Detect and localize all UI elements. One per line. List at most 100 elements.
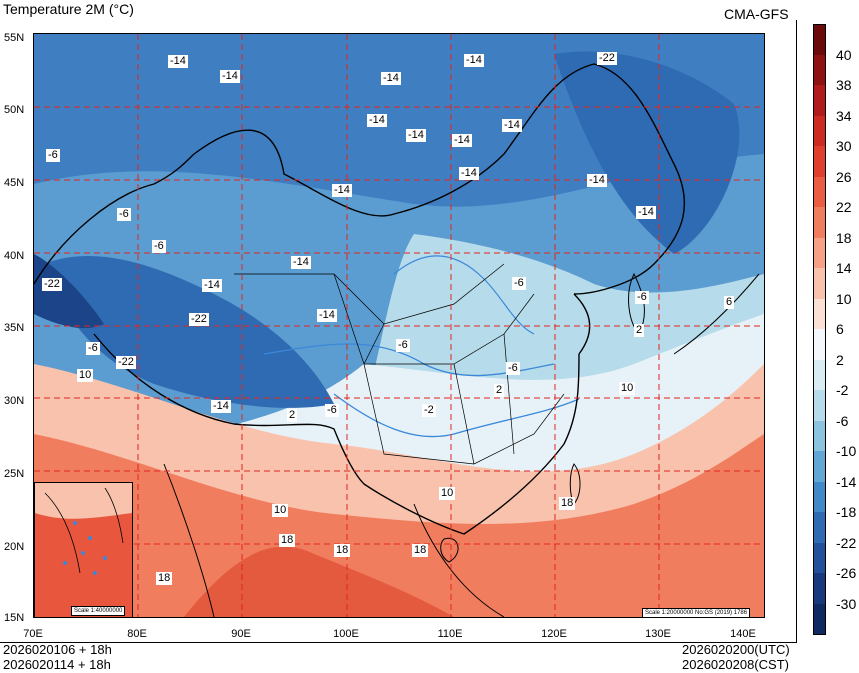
colorbar-tick-label: -26 <box>836 565 857 581</box>
lon-label: 70E <box>23 628 43 640</box>
contour-label: -14 <box>452 134 472 147</box>
contour-label: -22 <box>597 52 617 65</box>
contour-label: -14 <box>459 167 479 180</box>
contour-label: -22 <box>116 356 136 369</box>
contour-label: -14 <box>291 256 311 269</box>
colorbar-tick-label: 6 <box>836 321 844 337</box>
lat-label: 45N <box>4 177 25 189</box>
china-north-border <box>193 63 686 295</box>
band-hot-land <box>184 546 454 617</box>
lon-label: 90E <box>231 628 251 640</box>
colorbar-tick-label: 10 <box>836 290 852 307</box>
colorbar-tick-label: -22 <box>836 534 857 551</box>
contour-label: 6 <box>724 296 735 309</box>
colorbar-swatch <box>813 512 826 543</box>
contour-label: -6 <box>152 240 166 253</box>
inset-canvas <box>35 483 132 575</box>
bottom-rule <box>0 642 797 643</box>
colorbar-swatch <box>813 451 826 482</box>
contour-label: 18 <box>334 544 351 557</box>
right-rule <box>796 20 797 642</box>
lon-label: 120E <box>541 628 567 640</box>
contour-label: -6 <box>512 277 526 290</box>
contour-label: -14 <box>367 114 387 127</box>
colorbar-swatch <box>813 542 826 573</box>
contour-label: 10 <box>619 382 636 395</box>
contour-label: 10 <box>77 369 94 382</box>
colorbar-swatch <box>813 207 826 238</box>
lat-label: 35N <box>4 322 25 334</box>
plateau-cold-core <box>44 255 334 408</box>
colorbar-tick-label: -30 <box>836 595 857 612</box>
colorbar-swatch <box>813 54 826 85</box>
colorbar-tick-label: -14 <box>836 473 857 490</box>
colorbar-tick-label: 18 <box>836 229 852 246</box>
contour-label: -14 <box>502 119 522 132</box>
india-coast <box>163 463 215 617</box>
inset-map[interactable]: Scale 1:40000000 <box>34 482 133 617</box>
yangtze-river <box>333 393 580 438</box>
contour-label: -14 <box>636 206 656 219</box>
contour-label: 18 <box>412 544 429 557</box>
contour-label: -14 <box>317 309 337 322</box>
contour-label: 18 <box>559 497 576 510</box>
contour-label: -6 <box>86 342 100 355</box>
init-time-2: 2026020114 + 18h <box>3 657 111 672</box>
lat-label: 15N <box>4 612 25 624</box>
colorbar-tick-label: -18 <box>836 504 857 520</box>
contour-label: 10 <box>439 487 456 500</box>
contour-label: -6 <box>325 404 339 417</box>
contour-label: -6 <box>396 339 410 352</box>
province-lines <box>363 323 515 465</box>
colorbar-swatch <box>813 176 826 207</box>
lat-label: 25N <box>4 468 25 480</box>
colorbar-swatch <box>813 390 826 421</box>
lon-label: 80E <box>127 628 147 640</box>
contour-label: -14 <box>211 400 231 413</box>
river-north <box>393 255 535 335</box>
lon-label: 110E <box>437 628 463 640</box>
contour-label: -6 <box>117 208 131 221</box>
colorbar-tick-label: -6 <box>836 412 849 429</box>
lat-lon-grid <box>34 34 764 617</box>
contour-label: -6 <box>506 362 520 375</box>
temperature-map[interactable]: Scale 1:40000000 Scale 1:20000000 No:GS … <box>33 33 765 618</box>
lat-label: 30N <box>4 395 25 407</box>
china-south-border <box>93 333 580 535</box>
japan-outline <box>673 273 760 355</box>
colorbar-swatch <box>813 146 826 177</box>
colorbar-tick-label: 14 <box>836 260 852 276</box>
contour-label: -22 <box>42 278 62 291</box>
hainan-outline <box>440 537 459 563</box>
plateau-coldest <box>34 254 104 329</box>
lat-label: 55N <box>4 32 25 44</box>
colorbar-swatch <box>813 268 826 299</box>
colorbar-swatch <box>813 359 826 390</box>
colorbar-swatch <box>813 603 826 635</box>
china-west-border <box>34 153 195 285</box>
northeast-cold <box>554 51 740 254</box>
china-east-coast <box>573 293 591 355</box>
colorbar-tick-label: 30 <box>836 138 852 154</box>
inset-scale-label: Scale 1:40000000 <box>71 606 126 616</box>
contour-label: -6 <box>635 291 649 304</box>
lon-label: 140E <box>730 628 756 640</box>
colorbar-tick-label: 38 <box>836 77 852 93</box>
contour-label: -6 <box>46 149 60 162</box>
lat-label: 40N <box>4 250 25 262</box>
contour-label: -14 <box>464 54 484 67</box>
contour-label: 18 <box>279 534 296 547</box>
valid-time-cst: 2026020208(CST) <box>682 657 789 672</box>
colorbar-tick-label: 22 <box>836 199 852 215</box>
colorbar-tick-label: 26 <box>836 168 852 185</box>
colorbar-swatch <box>813 420 826 451</box>
lat-label: 50N <box>4 104 25 116</box>
model-name: CMA-GFS <box>724 6 789 22</box>
contour-label: 18 <box>156 572 173 585</box>
band-hot <box>34 434 764 617</box>
indochina-coast <box>413 503 505 617</box>
lat-label: 20N <box>4 541 25 553</box>
contour-label: -14 <box>406 129 426 142</box>
contour-label: 2 <box>287 409 298 422</box>
chart-title: Temperature 2M (°C) <box>3 1 134 17</box>
